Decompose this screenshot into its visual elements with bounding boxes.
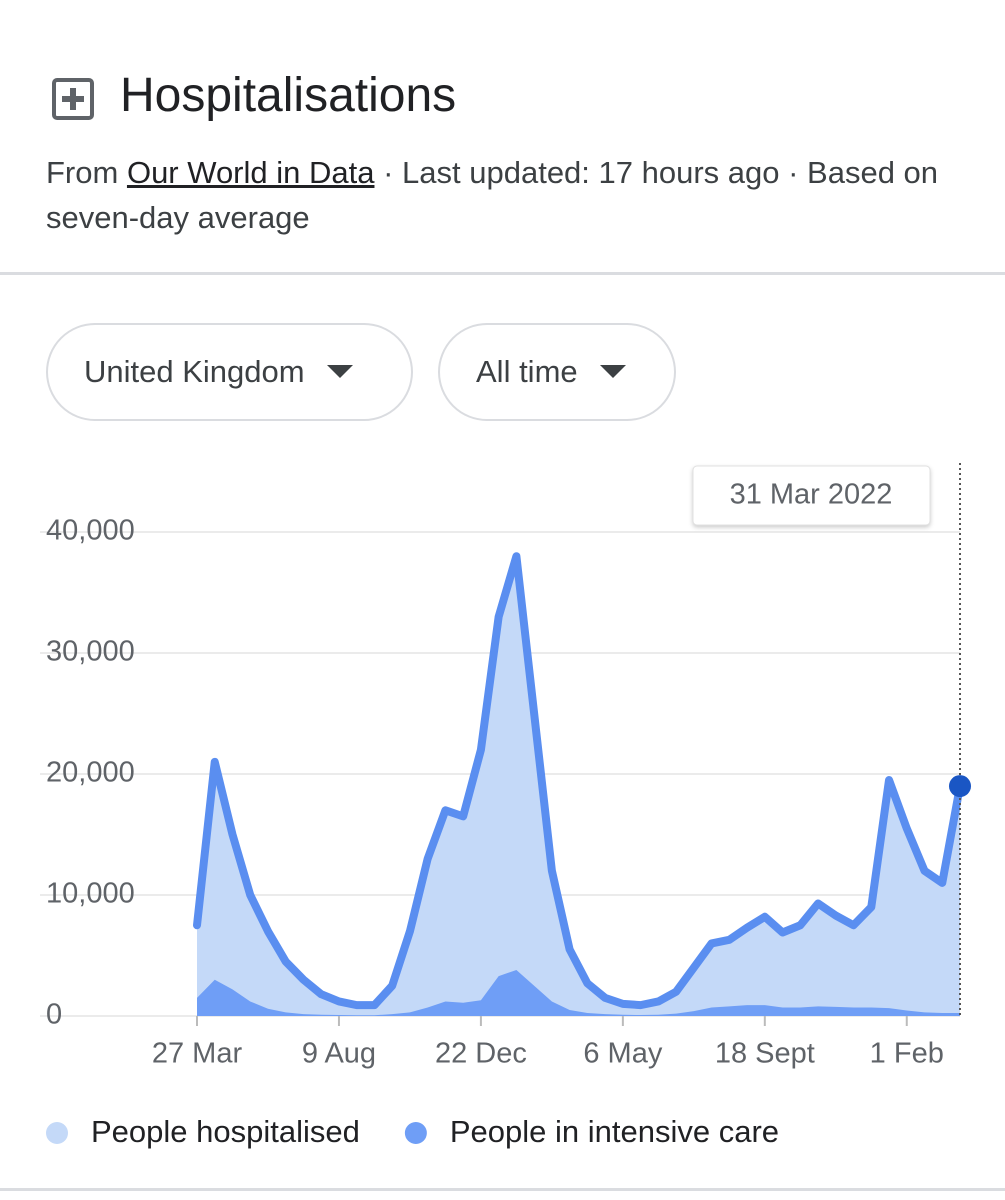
area <box>197 556 960 1016</box>
x-tick-label: 22 Dec <box>435 1038 527 1070</box>
source-link[interactable]: Our World in Data <box>126 155 375 190</box>
region-dropdown[interactable]: United Kingdom <box>46 323 413 421</box>
source-prefix: From <box>46 155 119 190</box>
hover-point <box>949 775 971 798</box>
x-tick-label: 27 Mar <box>152 1038 243 1070</box>
y-tick-label: 20,000 <box>46 757 135 789</box>
legend-marker <box>404 1122 427 1144</box>
period-label: All time <box>476 354 578 389</box>
x-tick-label: 1 Feb <box>870 1038 944 1070</box>
line <box>193 552 964 1010</box>
period-dropdown[interactable]: All time <box>438 323 676 421</box>
source-suffix: · Last updated: 17 hours ago · Based on … <box>46 155 939 235</box>
legend-label: People hospitalised <box>91 1114 360 1149</box>
region-label: United Kingdom <box>84 354 305 389</box>
hospital-icon <box>52 78 94 120</box>
y-tick-label: 30,000 <box>46 636 135 668</box>
tooltip-date: 31 Mar 2022 <box>730 479 893 511</box>
y-tick-label: 0 <box>46 999 62 1031</box>
y-tick-label: 40,000 <box>46 515 135 547</box>
y-tick-label: 10,000 <box>46 878 135 910</box>
legend-label: People in intensive care <box>450 1114 779 1149</box>
tooltip-box <box>692 465 931 526</box>
x-tick-label: 9 Aug <box>302 1038 376 1070</box>
area <box>197 970 960 1016</box>
x-tick-label: 6 May <box>583 1038 662 1070</box>
divider <box>0 1188 1005 1191</box>
dropdown-arrow <box>326 365 353 378</box>
legend-marker <box>46 1122 68 1144</box>
title: Hospitalisations <box>120 69 457 122</box>
x-tick-label: 18 Sept <box>715 1038 815 1070</box>
dropdown-arrow <box>599 365 626 378</box>
divider <box>0 272 1005 275</box>
subtitle: From Our World in Data · Last updated: 1… <box>46 150 976 240</box>
